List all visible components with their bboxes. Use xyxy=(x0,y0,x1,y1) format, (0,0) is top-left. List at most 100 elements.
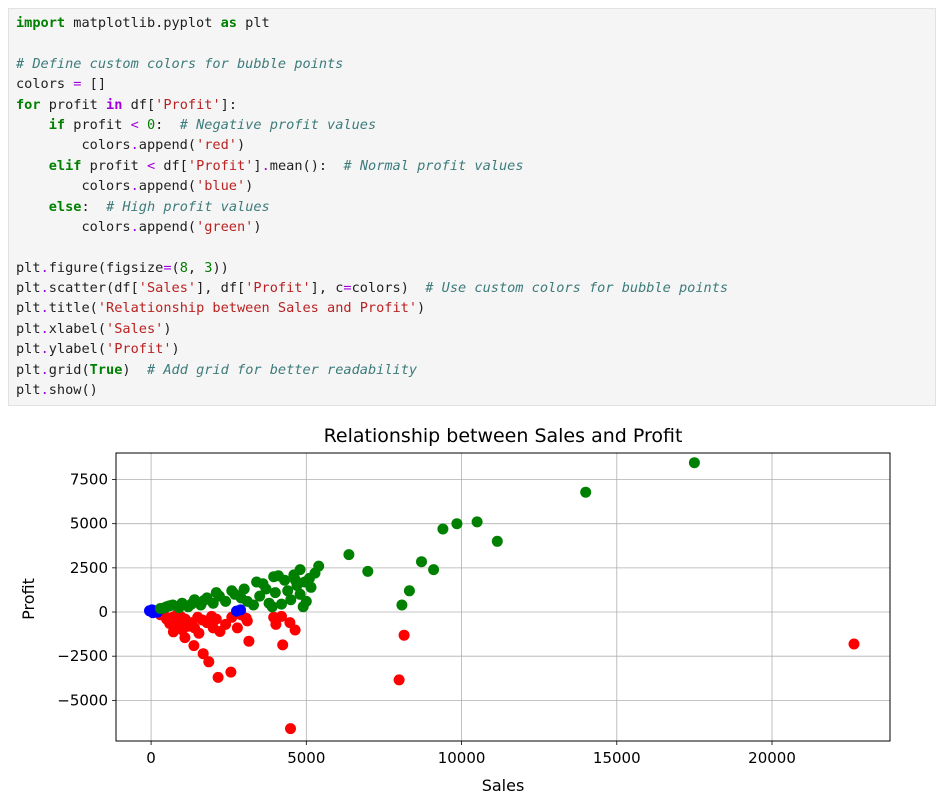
data-point-green xyxy=(282,585,294,597)
code-token: colors xyxy=(16,76,74,93)
data-point-red xyxy=(285,723,296,735)
code-token: else xyxy=(48,198,82,215)
code-token: 8 xyxy=(179,259,188,276)
data-point-red xyxy=(231,622,243,634)
code-line xyxy=(16,237,935,257)
y-axis-label: Profit xyxy=(19,578,38,620)
code-cell[interactable]: import matplotlib.pyplot as plt # Define… xyxy=(8,8,936,406)
code-token: scatter(df[ xyxy=(48,280,139,297)
data-point-red xyxy=(398,629,410,641)
y-tick-label: −5000 xyxy=(57,691,108,709)
data-point-green xyxy=(164,600,176,612)
x-tick-label: 0 xyxy=(146,749,156,767)
data-point-green xyxy=(276,598,287,610)
code-token: ) xyxy=(253,218,262,235)
data-point-red xyxy=(277,639,289,651)
code-token: , xyxy=(187,259,205,276)
data-point-red xyxy=(220,618,232,630)
code-token: [] xyxy=(81,76,107,93)
code-token: # High profit values xyxy=(106,198,270,215)
code-token: : xyxy=(81,198,107,215)
code-token: # Normal profit values xyxy=(343,157,524,174)
data-point-red xyxy=(393,674,405,686)
code-token: colors xyxy=(16,178,131,195)
data-point-red xyxy=(848,638,860,650)
plot-frame xyxy=(115,452,891,742)
code-line: plt.xlabel('Sales') xyxy=(16,319,935,339)
code-token: ) xyxy=(417,300,426,317)
code-token: ylabel( xyxy=(48,341,107,358)
x-tick-label: 20000 xyxy=(748,749,796,767)
data-point-green xyxy=(210,587,222,599)
data-point-green xyxy=(580,486,592,498)
code-token: # Negative profit values xyxy=(179,116,377,133)
code-token xyxy=(16,199,49,215)
code-block[interactable]: import matplotlib.pyplot as plt # Define… xyxy=(9,9,935,400)
code-token: . xyxy=(40,280,49,297)
code-token: . xyxy=(40,259,49,276)
y-tick-label: 0 xyxy=(98,603,108,621)
code-token: 3 xyxy=(204,259,213,276)
data-point-red xyxy=(212,671,224,683)
code-token: ] xyxy=(253,157,262,174)
code-line: import matplotlib.pyplot as plt xyxy=(16,13,935,33)
code-line: plt.ylabel('Profit') xyxy=(16,339,935,359)
code-line: colors.append('green') xyxy=(16,217,935,237)
code-token: ) xyxy=(163,320,172,337)
data-point-green xyxy=(451,518,463,530)
code-line: colors.append('red') xyxy=(16,135,935,155)
code-line: plt.title('Relationship between Sales an… xyxy=(16,298,935,318)
code-line: if profit < 0: # Negative profit values xyxy=(16,115,935,135)
data-point-green xyxy=(241,595,253,607)
code-token: colors) xyxy=(351,280,426,297)
code-token: plt xyxy=(16,361,41,378)
code-token: ) xyxy=(171,341,180,358)
code-token: = xyxy=(343,280,352,297)
data-point-green xyxy=(688,457,700,469)
code-token: profit xyxy=(65,116,131,133)
code-line: colors.append('blue') xyxy=(16,176,935,196)
code-line: plt.show() xyxy=(16,380,935,400)
code-token: figure(figsize xyxy=(48,259,164,276)
data-point-red xyxy=(197,648,209,660)
data-point-red xyxy=(276,610,287,622)
code-line: else: # High profit values xyxy=(16,197,935,217)
code-token: mean(): xyxy=(269,157,344,174)
data-point-green xyxy=(491,535,503,547)
code-token: append( xyxy=(138,218,197,235)
code-token: . xyxy=(40,300,49,317)
code-token: < xyxy=(130,116,139,133)
code-token: ]: xyxy=(220,96,238,113)
data-point-green xyxy=(343,549,355,561)
code-token: elif xyxy=(48,157,82,174)
data-point-red xyxy=(188,640,200,652)
code-token: show() xyxy=(48,382,98,399)
code-line xyxy=(16,33,935,53)
data-point-green xyxy=(428,564,440,576)
data-point-green xyxy=(266,601,278,613)
code-token: 'Profit' xyxy=(155,96,221,113)
code-token: 'Profit' xyxy=(187,157,254,174)
code-token: # Add grid for better readability xyxy=(146,361,418,378)
code-token: 'Profit' xyxy=(106,341,172,358)
code-token: = xyxy=(163,259,172,276)
code-token: plt xyxy=(16,300,41,317)
data-point-green xyxy=(300,595,312,607)
code-token: ) xyxy=(122,361,147,378)
code-token: 'green' xyxy=(196,218,254,235)
data-point-green xyxy=(257,578,269,590)
code-token: ) xyxy=(236,137,246,154)
code-token: colors xyxy=(16,137,131,154)
code-line: # Define custom colors for bubble points xyxy=(16,54,935,74)
code-token: plt xyxy=(16,259,41,276)
code-line: plt.scatter(df['Sales'], df['Profit'], c… xyxy=(16,278,935,298)
code-token: 'blue' xyxy=(196,178,246,195)
code-token: . xyxy=(40,382,49,399)
code-token: . xyxy=(40,320,49,337)
code-token: plt xyxy=(236,15,270,31)
data-point-green xyxy=(229,588,241,600)
grid xyxy=(116,453,890,741)
data-point-green xyxy=(437,523,449,535)
data-point-red xyxy=(210,613,222,625)
x-axis-label: Sales xyxy=(482,776,525,795)
